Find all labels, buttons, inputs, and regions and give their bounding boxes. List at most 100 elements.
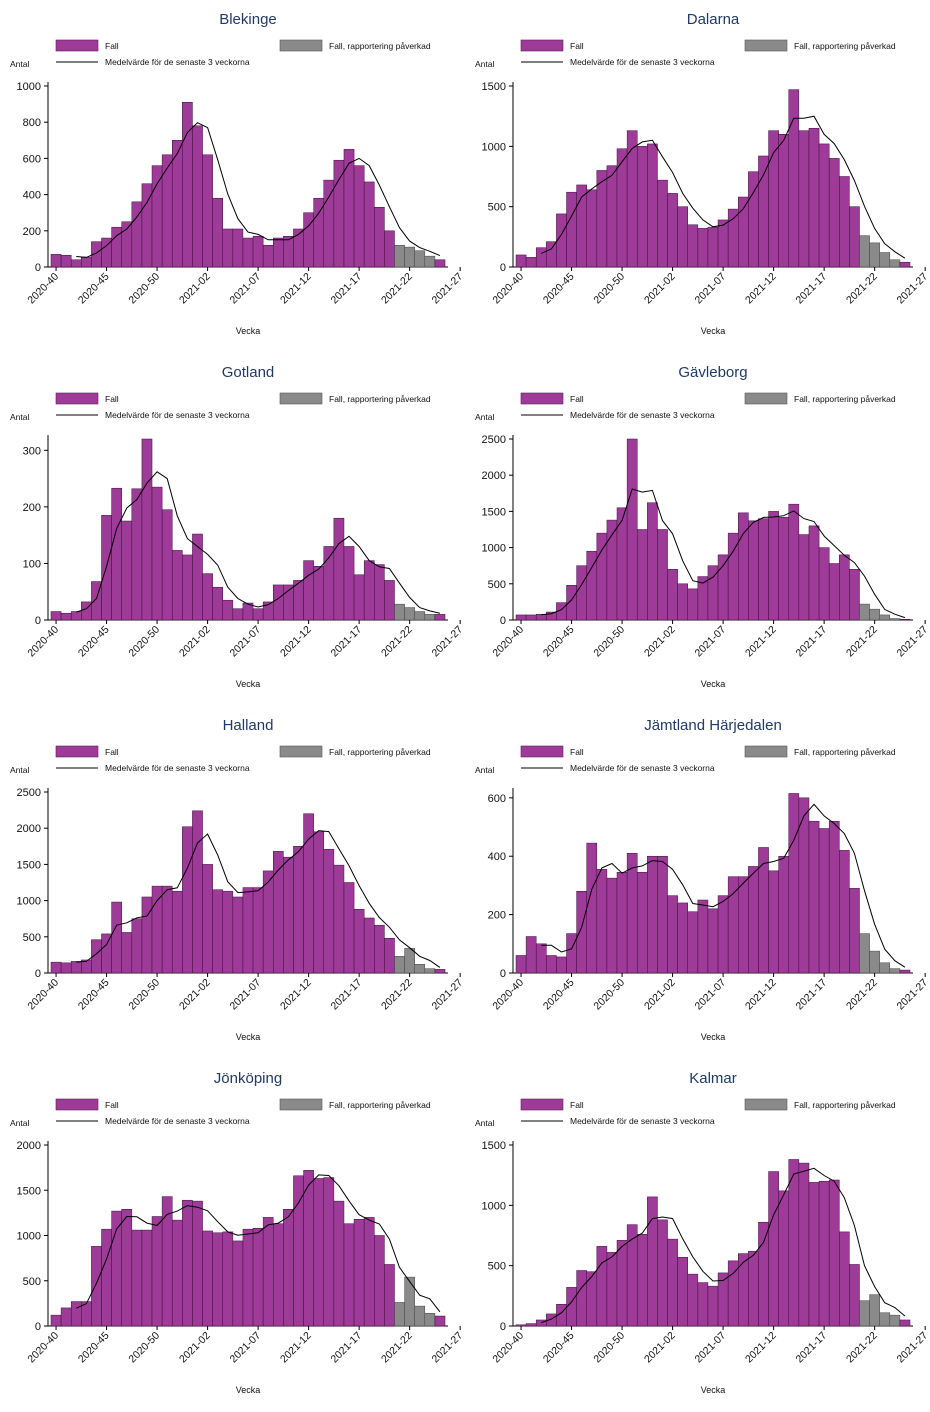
legend-swatch-fall [55,39,99,52]
bar-fall [727,876,739,974]
bar-fall [788,1159,800,1327]
bar-fall [242,237,254,268]
x-tick-label: 2021-02 [642,271,678,307]
bar-fall [849,1264,860,1327]
x-tick-label: 2021-27 [430,624,465,660]
x-tick-label: 2020-45 [76,1330,112,1366]
legend-label-mean: Medelvärde för de senaste 3 veckorna [570,763,715,773]
bar-fall [738,196,749,268]
bar-fall [667,569,678,621]
bar-fall [374,207,385,268]
bar-fall [384,230,395,268]
x-tick-label: 2021-22 [379,977,415,1013]
x-tick-label: 2020-40 [490,977,526,1013]
bar-fall [374,564,385,621]
y-tick-label: 2500 [17,787,41,799]
bar-fall [313,831,325,974]
bar-affected [869,950,880,974]
chart-gävleborg: Gävleborg Fall Fall, rapportering påverkad… [475,364,930,689]
bar-fall [616,1240,628,1327]
x-tick-label: 2021-22 [379,624,415,660]
bar-fall [778,134,790,268]
x-tick-label: 2021-12 [278,977,314,1013]
bar-fall [677,902,688,974]
bar-fall [535,1319,547,1327]
legend-label-fall: Fall [105,1100,119,1110]
bar-fall [657,529,668,621]
bar-affected [404,246,415,268]
x-axis-label: Vecka [236,1032,261,1042]
legend-label-fall: Fall [570,747,584,757]
bar-fall [374,924,385,974]
bar-fall [778,855,790,974]
bar-fall [50,611,62,621]
y-tick-label: 0 [35,968,41,980]
bar-fall [343,882,355,974]
legend-label-mean: Medelvärde för de senaste 3 veckorna [570,1116,715,1126]
bar-fall [849,888,860,974]
y-tick-label: 600 [23,153,41,165]
bar-fall [121,932,133,974]
bar-fall [252,1228,264,1327]
bar-fall [434,1315,446,1327]
bar-fall [828,563,840,621]
x-tick-label: 2020-50 [126,271,162,307]
x-axis-label: Vecka [236,326,261,336]
bar-fall [262,245,274,268]
x-tick-label: 2021-22 [844,1330,880,1366]
chart-jönköping: Jönköping Fall Fall, rapportering påverkad… [10,1070,465,1395]
bar-fall [161,1196,173,1327]
bar-fall [798,534,810,621]
legend-label-affected: Fall, rapportering påverkad [329,394,431,404]
x-tick-label: 2021-17 [329,977,365,1013]
bar-fall [818,1180,830,1327]
x-tick-label: 2021-02 [177,271,213,307]
x-tick-label: 2020-50 [591,624,627,660]
bar-fall [636,529,648,621]
bar-fall [151,885,163,974]
x-tick-label: 2021-02 [177,624,213,660]
bar-fall [121,1209,133,1327]
x-tick-label: 2021-12 [743,1330,779,1366]
y-tick-label: 1500 [17,859,41,871]
bar-fall [515,1324,527,1327]
bar-fall [525,614,537,621]
bar-fall [839,176,850,268]
x-tick-label: 2021-22 [844,271,880,307]
bar-fall [606,877,618,974]
legend-label-mean: Medelvärde för de senaste 3 veckorna [105,1116,250,1126]
bar-fall [667,1238,678,1327]
bar-affected [404,1276,415,1327]
legend: Fall Fall, rapportering påverkad Medelvärd… [520,392,896,420]
bar-affected [889,259,901,268]
legend-swatch-affected [744,392,788,405]
bar-fall [212,586,223,621]
x-tick-label: 2020-45 [541,977,577,1013]
y-tick-label: 0 [500,615,506,627]
bar-fall [141,1229,153,1327]
legend-swatch-affected [279,392,323,405]
bar-affected [859,603,870,621]
bar-fall [546,955,557,974]
bar-affected [869,608,880,621]
bar-fall [192,810,203,974]
bar-fall [353,1218,365,1327]
bar-fall [434,614,446,621]
bar-fall [657,179,668,268]
x-tick-label: 2020-45 [541,624,577,660]
bar-fall [576,891,587,974]
bar-fall [161,885,173,974]
bar-fall [303,560,314,621]
x-tick-label: 2021-12 [278,1330,314,1366]
bar-fall [576,1270,587,1327]
mean-line [541,115,906,259]
y-tick-label: 1000 [17,81,41,93]
bar-fall [727,1260,739,1327]
bar-fall [768,1171,779,1327]
mean-line [541,488,906,619]
bar-fall [283,1209,294,1327]
legend: Fall Fall, rapportering påverkad Medelvärd… [55,1098,431,1126]
legend-label-affected: Fall, rapportering påverkad [329,747,431,757]
bar-fall [50,1314,62,1327]
x-tick-label: 2021-27 [895,1330,930,1366]
